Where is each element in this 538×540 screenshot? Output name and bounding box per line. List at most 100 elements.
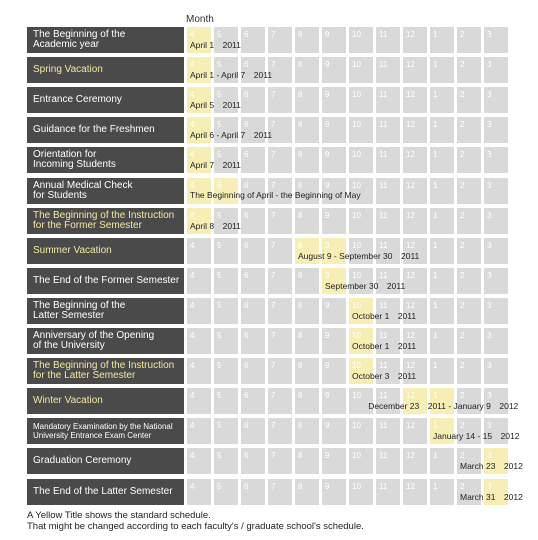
month-number: 9	[325, 391, 330, 400]
month-number: 9	[325, 301, 330, 310]
month-number: 10	[352, 241, 361, 250]
month-number: 5	[217, 271, 222, 280]
month-cell: 4	[187, 448, 211, 474]
month-cell: 1	[430, 358, 454, 384]
event-title-text: Entrance Ceremony	[33, 94, 122, 105]
month-cell: 12	[403, 238, 427, 264]
month-number: 10	[352, 421, 361, 430]
month-cell: 10	[349, 388, 373, 414]
month-cell: 8	[295, 117, 319, 143]
month-cell: 10	[349, 448, 373, 474]
month-cell: 10	[349, 298, 373, 324]
month-number: 9	[325, 271, 330, 280]
month-number: 2	[460, 361, 465, 370]
month-cell: 12	[403, 178, 427, 204]
month-number: 5	[217, 60, 222, 69]
month-cell: 7	[268, 418, 292, 444]
month-number: 6	[244, 421, 249, 430]
month-number: 5	[217, 150, 222, 159]
month-cell: 2	[457, 87, 481, 113]
month-cell: 11	[376, 178, 400, 204]
month-number: 8	[298, 30, 303, 39]
month-number: 3	[487, 331, 492, 340]
month-number: 12	[406, 451, 415, 460]
month-cell: 9	[322, 358, 346, 384]
month-cell: 7	[268, 27, 292, 53]
month-number: 8	[298, 331, 303, 340]
event-title-text: The Beginning of the Instruction for the …	[33, 210, 175, 231]
event-title-text: Mandatory Examination by the National Uni…	[33, 422, 173, 440]
month-cell: 1	[430, 479, 454, 505]
month-number: 12	[406, 90, 415, 99]
month-number: 10	[352, 451, 361, 460]
month-cell: 11	[376, 117, 400, 143]
footnote-line-1: A Yellow Title shows the standard schedu…	[27, 510, 211, 521]
event-date: August 9 - September 30 2011	[298, 251, 420, 261]
month-cell: 11	[376, 238, 400, 264]
month-number: 1	[433, 30, 438, 39]
month-number: 5	[217, 301, 222, 310]
month-cell: 1	[430, 147, 454, 173]
month-number: 4	[190, 391, 195, 400]
month-number: 6	[244, 211, 249, 220]
footnote-line-2: That might be changed according to each …	[27, 521, 364, 532]
event-title: Winter Vacation	[27, 388, 184, 414]
event-title: The Beginning of the Instruction for the …	[27, 208, 184, 234]
month-number: 6	[244, 391, 249, 400]
event-title: Anniversary of the Opening of the Univers…	[27, 328, 184, 354]
month-number: 3	[487, 361, 492, 370]
month-number: 7	[271, 271, 276, 280]
month-cell: 11	[376, 328, 400, 354]
month-cell: 10	[349, 57, 373, 83]
month-cell: 2	[457, 298, 481, 324]
month-number: 4	[190, 211, 195, 220]
month-number: 2	[460, 451, 465, 460]
month-cell: 6	[241, 147, 265, 173]
month-cell: 6	[241, 328, 265, 354]
month-cell: 2	[457, 57, 481, 83]
month-cell: 2	[457, 418, 481, 444]
month-number: 7	[271, 60, 276, 69]
schedule-row: Entrance Ceremony 4 5 6 7 8 9 10 11 12 1 2 3 April 5 …	[27, 87, 513, 113]
month-cell: 6	[241, 117, 265, 143]
month-cell: 3	[484, 388, 508, 414]
month-number: 11	[379, 241, 388, 250]
month-cell: 8	[295, 268, 319, 294]
event-date: April 8 2011	[190, 221, 241, 231]
month-number: 8	[298, 60, 303, 69]
month-cell: 7	[268, 358, 292, 384]
month-cell: 8	[295, 328, 319, 354]
event-title-text: The Beginning of the Academic year	[33, 29, 126, 50]
month-cell: 12	[403, 87, 427, 113]
month-cell: 3	[484, 298, 508, 324]
month-cell: 10	[349, 479, 373, 505]
month-number: 4	[190, 241, 195, 250]
event-title-text: The End of the Former Semester	[33, 275, 180, 286]
month-cell: 11	[376, 27, 400, 53]
month-number: 5	[217, 120, 222, 129]
month-cell: 6	[241, 298, 265, 324]
month-number: 5	[217, 30, 222, 39]
month-number: 10	[352, 30, 361, 39]
month-cell: 2	[457, 388, 481, 414]
month-cell: 12	[403, 57, 427, 83]
month-number: 9	[325, 90, 330, 99]
month-cell: 8	[295, 27, 319, 53]
month-cell: 2	[457, 448, 481, 474]
month-number: 10	[352, 391, 361, 400]
month-number: 11	[379, 120, 388, 129]
month-number: 1	[433, 241, 438, 250]
month-number: 4	[190, 181, 195, 190]
event-title: Entrance Ceremony	[27, 87, 184, 113]
month-cell: 2	[457, 479, 481, 505]
month-number: 1	[433, 421, 438, 430]
month-number: 7	[271, 301, 276, 310]
month-cell: 6	[241, 238, 265, 264]
month-number: 8	[298, 421, 303, 430]
month-cell: 1	[430, 328, 454, 354]
month-cell: 7	[268, 448, 292, 474]
month-number: 6	[244, 30, 249, 39]
event-title: The Beginning of the Latter Semester	[27, 298, 184, 324]
month-cell: 3	[484, 418, 508, 444]
month-number: 9	[325, 120, 330, 129]
